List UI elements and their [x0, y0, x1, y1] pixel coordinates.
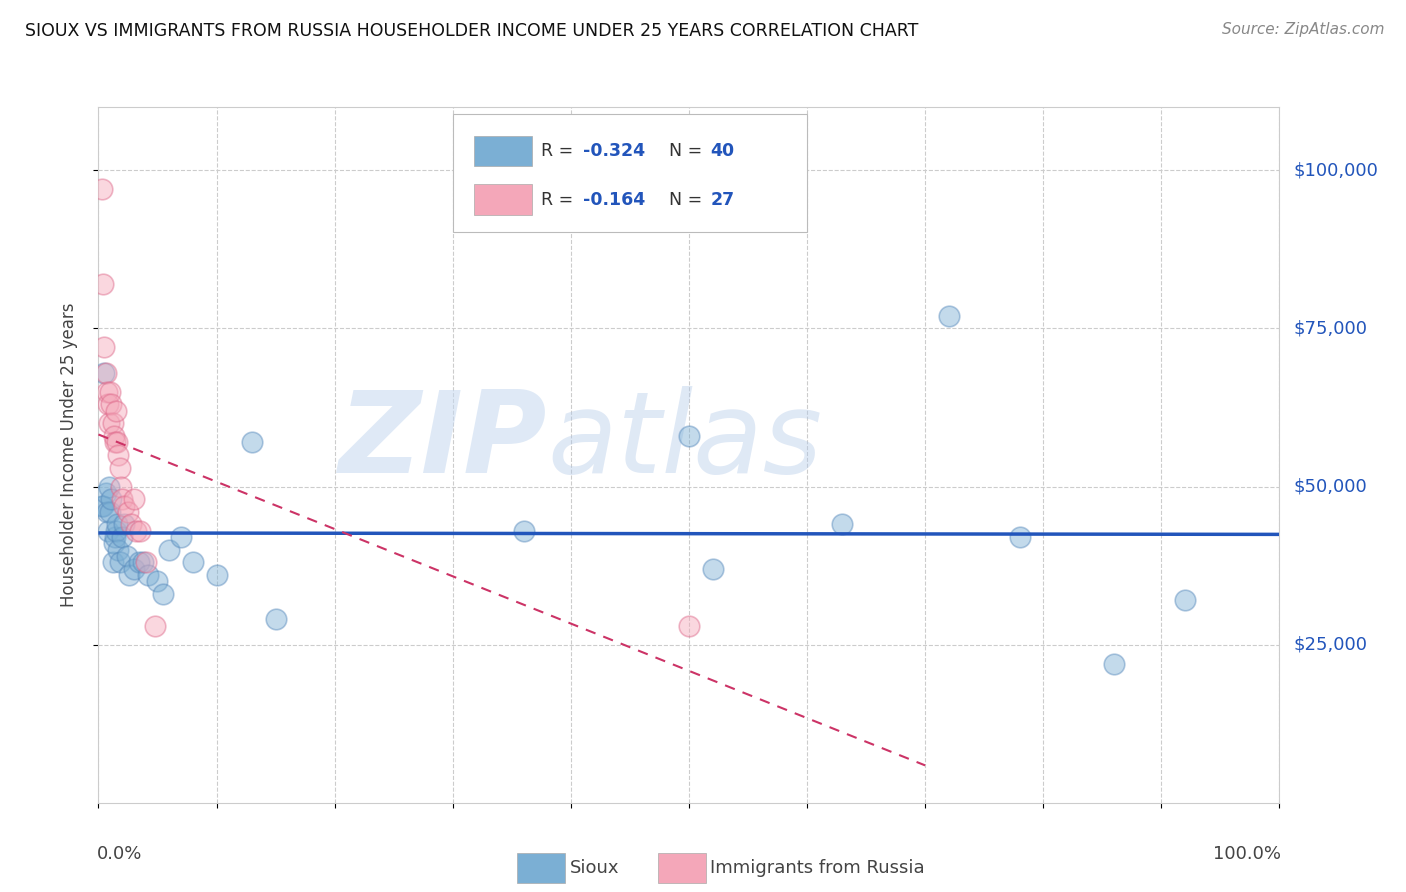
- Point: [108, 460, 131, 475]
- Text: R =: R =: [541, 191, 579, 209]
- Point: [98, 505, 121, 519]
- Point: [98, 384, 121, 399]
- Point: [702, 562, 724, 576]
- FancyBboxPatch shape: [474, 136, 531, 166]
- Point: [157, 542, 180, 557]
- Point: [128, 556, 150, 570]
- Point: [264, 612, 287, 626]
- Text: 100.0%: 100.0%: [1212, 845, 1281, 863]
- Point: [105, 517, 128, 532]
- Y-axis label: Householder Income Under 25 years: Householder Income Under 25 years: [59, 302, 77, 607]
- Point: [170, 530, 193, 544]
- Point: [103, 429, 125, 443]
- Point: [205, 568, 228, 582]
- Point: [111, 530, 134, 544]
- Text: $25,000: $25,000: [1294, 636, 1368, 654]
- Point: [96, 384, 118, 399]
- Point: [112, 517, 135, 532]
- Text: $100,000: $100,000: [1294, 161, 1378, 179]
- Point: [240, 435, 263, 450]
- Point: [105, 524, 128, 538]
- Text: atlas: atlas: [547, 385, 823, 497]
- Point: [117, 505, 139, 519]
- Point: [1008, 530, 1031, 544]
- Point: [97, 397, 120, 411]
- Point: [93, 366, 115, 380]
- Point: [97, 524, 120, 538]
- Point: [512, 524, 534, 538]
- Point: [91, 499, 114, 513]
- Point: [136, 568, 159, 582]
- Point: [122, 562, 145, 576]
- Point: [121, 517, 143, 532]
- Text: -0.164: -0.164: [582, 191, 645, 209]
- Point: [125, 524, 148, 538]
- Text: SIOUX VS IMMIGRANTS FROM RUSSIA HOUSEHOLDER INCOME UNDER 25 YEARS CORRELATION CH: SIOUX VS IMMIGRANTS FROM RUSSIA HOUSEHOL…: [25, 22, 918, 40]
- Point: [1102, 657, 1125, 671]
- Point: [100, 492, 122, 507]
- Text: $50,000: $50,000: [1294, 477, 1367, 496]
- Point: [115, 549, 138, 563]
- Point: [831, 517, 853, 532]
- Text: 27: 27: [710, 191, 734, 209]
- Point: [143, 618, 166, 632]
- Text: ZIP: ZIP: [339, 385, 547, 497]
- Point: [107, 448, 129, 462]
- Point: [101, 417, 124, 431]
- Point: [96, 505, 118, 519]
- Point: [91, 277, 114, 292]
- Point: [152, 587, 174, 601]
- Point: [105, 403, 128, 417]
- FancyBboxPatch shape: [474, 185, 531, 215]
- Point: [108, 556, 131, 570]
- Point: [91, 499, 114, 513]
- Point: [98, 417, 121, 431]
- Text: $75,000: $75,000: [1294, 319, 1368, 337]
- Text: N =: N =: [669, 191, 707, 209]
- Point: [98, 479, 121, 493]
- Point: [132, 556, 155, 570]
- Point: [111, 492, 134, 507]
- Point: [100, 397, 122, 411]
- Point: [105, 435, 128, 450]
- Text: N =: N =: [669, 142, 707, 160]
- Point: [128, 524, 150, 538]
- Point: [103, 536, 125, 550]
- Text: -0.324: -0.324: [582, 142, 645, 160]
- Point: [104, 435, 127, 450]
- Point: [181, 556, 204, 570]
- Point: [91, 182, 114, 196]
- Text: 0.0%: 0.0%: [97, 845, 142, 863]
- Point: [107, 542, 129, 557]
- Text: Source: ZipAtlas.com: Source: ZipAtlas.com: [1222, 22, 1385, 37]
- Point: [104, 530, 127, 544]
- Point: [1174, 593, 1197, 607]
- Point: [94, 486, 117, 500]
- Point: [678, 429, 700, 443]
- Point: [118, 568, 141, 582]
- Text: R =: R =: [541, 142, 579, 160]
- Point: [135, 556, 157, 570]
- Point: [101, 556, 124, 570]
- Point: [146, 574, 169, 589]
- Point: [678, 618, 700, 632]
- Point: [122, 492, 145, 507]
- Text: Immigrants from Russia: Immigrants from Russia: [710, 859, 925, 877]
- Text: Sioux: Sioux: [569, 859, 619, 877]
- Point: [93, 340, 115, 354]
- Text: 40: 40: [710, 142, 734, 160]
- Point: [112, 499, 135, 513]
- Point: [94, 366, 117, 380]
- Point: [938, 309, 960, 323]
- FancyBboxPatch shape: [453, 114, 807, 232]
- Point: [110, 479, 132, 493]
